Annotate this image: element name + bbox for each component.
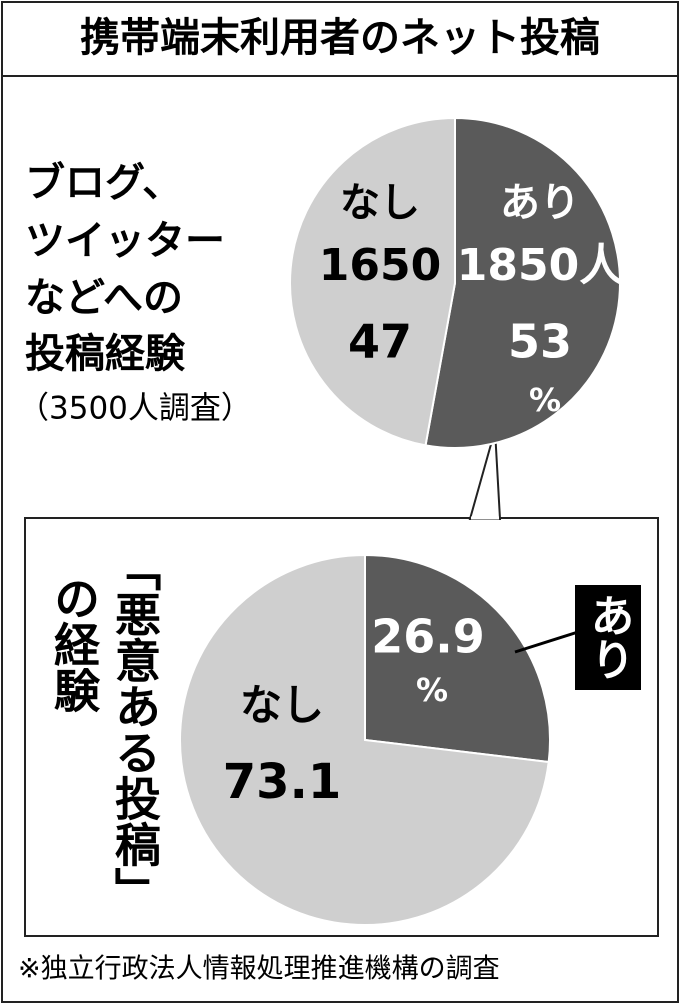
pie-slice — [424, 116, 621, 449]
pie1-label: などへの — [25, 275, 183, 321]
pie1-subtitle: （3500人調査） — [18, 391, 252, 427]
detail-box — [24, 517, 659, 937]
category-label: あり — [583, 593, 634, 681]
pie2-label: 「悪意ある投稿」 — [108, 545, 162, 913]
pie-slice — [289, 116, 456, 447]
percent-label: 47 — [348, 315, 412, 369]
category-label: なし — [240, 681, 324, 730]
percent-label: 53 — [508, 315, 572, 369]
value-label: 1850人 — [457, 240, 623, 291]
value-label: 73.1 — [223, 754, 341, 810]
pies: あり 1850人 53% なし 1650 47 26.9% なし 73.1 — [179, 116, 623, 926]
category-label: あり — [500, 180, 580, 226]
pie-slice — [364, 553, 551, 764]
title: 携帯端末利用者のネット投稿 — [80, 15, 600, 61]
leader-line — [514, 630, 579, 654]
pie1-label: ブログ、 — [25, 160, 182, 206]
pie1-label: ツイッター — [25, 218, 225, 264]
pie2-label: の経験 — [47, 575, 101, 713]
unit-label: % — [529, 381, 561, 419]
source-note: ※独立行政法人情報処理推進機構の調査 — [18, 954, 500, 985]
pie1-label: 投稿経験 — [25, 331, 186, 377]
pie-slice — [179, 553, 550, 926]
unit-label: % — [416, 671, 448, 709]
value-label: 1650 — [319, 240, 441, 291]
label-box — [575, 585, 641, 690]
value-label: 26.9 — [371, 610, 485, 664]
category-label: なし — [340, 180, 420, 226]
